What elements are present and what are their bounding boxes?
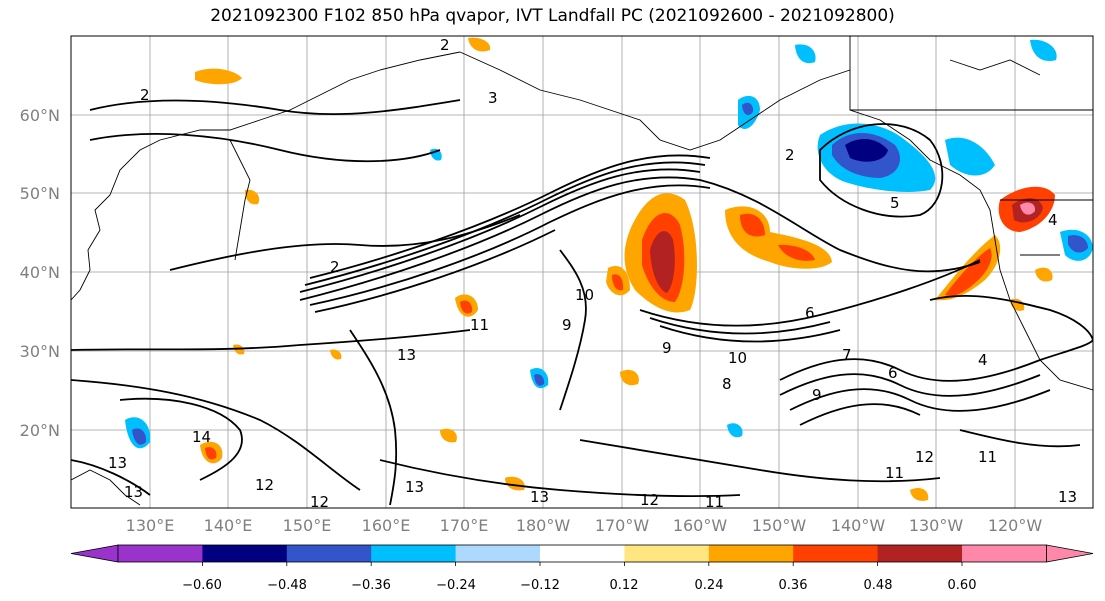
colorbar-cell [793, 545, 879, 562]
colorbar-tick-label: −0.48 [267, 578, 307, 593]
colorbar-cell [371, 545, 457, 562]
colorbar-cell [624, 545, 710, 562]
lat-label: 30°N [20, 342, 60, 361]
colorbar-cell [286, 545, 372, 562]
colorbar-tick-label: −0.36 [351, 578, 391, 593]
lon-label: 180°W [516, 516, 571, 535]
contour-label: 12 [915, 448, 934, 466]
colorbar-tick-label: −0.60 [182, 578, 222, 593]
lon-label: 160°W [673, 516, 728, 535]
coastlines [71, 36, 1093, 506]
map-title: 2021092300 F102 850 hPa qvapor, IVT Land… [210, 6, 895, 26]
colorbar-outline [117, 544, 1047, 563]
lon-label: 150°W [752, 516, 807, 535]
ivt-contours [71, 99, 1093, 506]
contour-label: 14 [192, 428, 211, 446]
contour-label: 9 [812, 386, 822, 404]
contour-label: 12 [640, 491, 659, 509]
contour-label: 13 [108, 454, 127, 472]
colorbar-cell [118, 545, 203, 562]
map-frame [70, 35, 1094, 509]
lat-label: 50°N [20, 184, 60, 203]
lon-label: 130°E [126, 516, 175, 535]
lat-label: 60°N [20, 106, 60, 125]
contour-label: 13 [1058, 488, 1077, 506]
contour-label: 11 [705, 493, 724, 511]
colorbar-cells [70, 544, 1094, 563]
contour-label: 5 [890, 194, 900, 212]
colorbar-tick-label: 0.36 [779, 578, 808, 593]
colorbar-tick-label: 0.12 [610, 578, 639, 593]
contour-label: 4 [1048, 211, 1058, 229]
colorbar-cell [455, 545, 541, 562]
contour-labels: 2 3 2 2 2 5 4 10 9 10 9 6 4 9 8 11 13 14… [108, 36, 1077, 511]
longitude-labels: 130°E 140°E 150°E 160°E 170°E 180°W 170°… [126, 516, 1043, 535]
contour-label: 13 [124, 483, 143, 501]
contour-label: 2 [440, 36, 450, 54]
colorbar-extend-min [70, 544, 119, 563]
contour-label: 2 [330, 258, 340, 276]
contour-label: 12 [310, 493, 329, 511]
lon-label: 140°E [204, 516, 253, 535]
contour-label: 10 [575, 286, 594, 304]
colorbar-tick-label: −0.24 [436, 578, 476, 593]
lat-label: 40°N [20, 263, 60, 282]
colorbar-cell [540, 545, 625, 562]
lon-label: 170°W [595, 516, 650, 535]
contour-label: 2 [140, 86, 150, 104]
contour-label: 3 [488, 89, 498, 107]
colorbar-tick-label: 0.60 [948, 578, 977, 593]
colorbar-cell [877, 545, 963, 562]
lat-label: 20°N [20, 421, 60, 440]
colorbar-cell [962, 545, 1047, 562]
contour-label: 6 [888, 364, 898, 382]
colorbar-cell [708, 545, 794, 562]
graticule [71, 36, 1093, 508]
colorbar-tick-label: 0.24 [695, 578, 724, 593]
contour-label: 13 [530, 488, 549, 506]
map-panel: 2 3 2 2 2 5 4 10 9 10 9 6 4 9 8 11 13 14… [70, 35, 1094, 511]
contour-label: 12 [255, 476, 274, 494]
contour-label: 4 [978, 351, 988, 369]
contour-label: 13 [405, 478, 424, 496]
latitude-labels: 60°N 50°N 40°N 30°N 20°N [20, 106, 60, 440]
lon-label: 150°E [283, 516, 332, 535]
lon-label: 160°E [362, 516, 411, 535]
colorbar-tick-labels: −0.60 −0.48 −0.36 −0.24 −0.12 0.12 0.24 … [182, 578, 976, 593]
map-plot-area: 2 3 2 2 2 5 4 10 9 10 9 6 4 9 8 11 13 14… [71, 36, 1093, 511]
colorbar-cell [202, 545, 288, 562]
contour-label: 11 [470, 316, 489, 334]
lon-label: 140°W [831, 516, 886, 535]
lon-label: 170°E [440, 516, 489, 535]
filled-anomalies [125, 37, 1093, 501]
colorbar-tick-label: 0.48 [864, 578, 893, 593]
contour-label: 8 [722, 375, 732, 393]
lon-label: 130°W [909, 516, 964, 535]
colorbar-extend-max [1046, 544, 1094, 563]
contour-label: 9 [662, 339, 672, 357]
contour-label: 13 [397, 346, 416, 364]
colorbar-ticks [201, 562, 963, 566]
contour-label: 2 [785, 146, 795, 164]
contour-label: 11 [978, 448, 997, 466]
contour-label: 7 [842, 346, 852, 364]
contour-label: 9 [562, 316, 572, 334]
colorbar: −0.60 −0.48 −0.36 −0.24 −0.12 0.12 0.24 … [70, 544, 1094, 593]
colorbar-tick-label: −0.12 [520, 578, 560, 593]
contour-label: 10 [728, 349, 747, 367]
lon-label: 120°W [988, 516, 1043, 535]
contour-label: 11 [885, 464, 904, 482]
contour-label: 6 [805, 304, 815, 322]
